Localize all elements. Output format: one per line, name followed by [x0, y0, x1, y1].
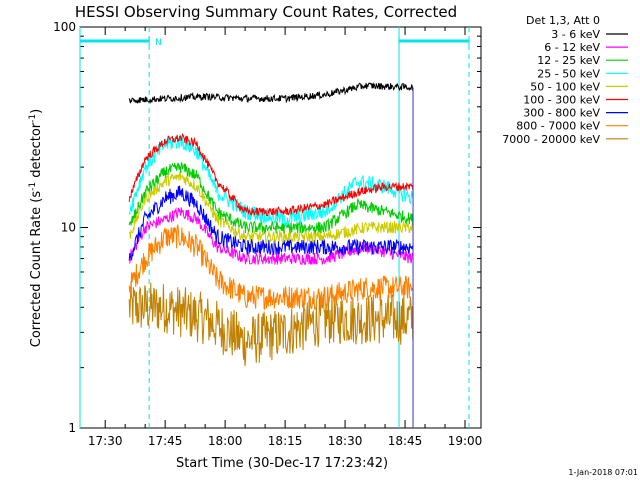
axis-ticks: 1 10 100 17:30 17:45 18:00 18:15 18:30 18:45 19:0… [53, 20, 482, 448]
x-tick-label: 18:00 [208, 434, 243, 448]
y-label-part-end: ) [29, 109, 44, 114]
legend-entry-label: 25 - 50 keV [537, 67, 600, 80]
legend-entry-label: 7000 - 20000 keV [502, 133, 600, 146]
legend-entry-label: 800 - 7000 keV [516, 120, 600, 133]
legend-entry-label: 100 - 300 keV [523, 94, 600, 107]
series-line-4 [129, 170, 414, 245]
legend-title: Det 1,3, Att 0 [526, 14, 600, 27]
legend-entry-label: 3 - 6 keV [551, 28, 600, 41]
series-line-0 [128, 81, 414, 105]
legend-entry-label: 300 - 800 keV [523, 107, 600, 120]
x-tick-label: 19:00 [448, 434, 483, 448]
series-line-2 [128, 162, 414, 234]
x-tick-label: 18:30 [328, 434, 363, 448]
x-axis-label: Start Time (30-Dec-17 17:23:42) [176, 456, 388, 471]
legend-entry-label: 50 - 100 keV [530, 80, 600, 93]
series-line-7 [128, 224, 414, 310]
y-label-sup-2: -1 [28, 114, 38, 123]
y-tick-label: 100 [53, 20, 76, 34]
orbit-overlays: N [79, 27, 470, 428]
series-lines [128, 81, 414, 428]
x-tick-label: 18:15 [268, 434, 303, 448]
chart-title: HESSI Observing Summary Count Rates, Cor… [75, 3, 457, 21]
x-tick-label: 17:45 [148, 434, 183, 448]
y-tick-label: 1 [68, 421, 76, 435]
y-label-sup-1: -1 [28, 182, 38, 191]
x-tick-label: 17:30 [88, 434, 123, 448]
night-flag-label: N [155, 38, 162, 48]
series-line-5 [128, 133, 414, 217]
generated-timestamp: 1-Jan-2018 07:01 [568, 468, 638, 477]
y-tick-label: 10 [61, 221, 76, 235]
x-tick-label: 18:45 [388, 434, 423, 448]
series-line-8 [128, 281, 414, 366]
series-line-3 [128, 134, 414, 227]
y-axis-label: Corrected Count Rate (s-1 detector-1) [28, 109, 44, 347]
legend-entry-label: 6 - 12 keV [544, 41, 600, 54]
y-label-part-main: Corrected Count Rate (s [29, 191, 44, 348]
legend-entry-label: 12 - 25 keV [537, 54, 600, 67]
series-line-6 [128, 185, 414, 261]
series-line-1 [128, 207, 414, 266]
y-label-part-mid: detector [29, 122, 44, 182]
